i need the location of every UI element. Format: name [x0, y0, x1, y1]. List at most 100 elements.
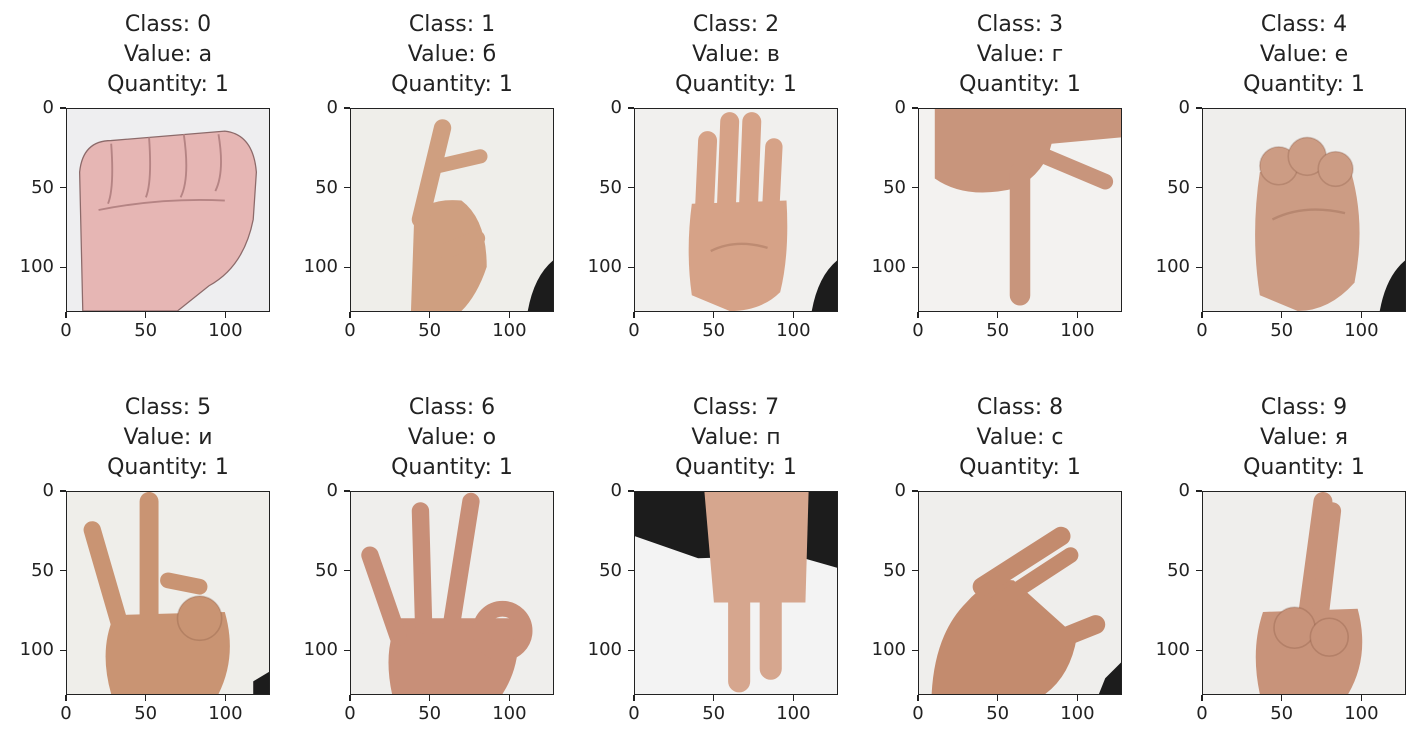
y-tick-mark — [628, 649, 634, 652]
subplot-title: Class: 2 Value: в Quantity: 1 — [634, 10, 838, 100]
quantity-label: Quantity: 1 — [1243, 455, 1365, 480]
x-tick-label: 100 — [1060, 703, 1095, 724]
x-tick-label: 50 — [418, 320, 442, 341]
y-tick-label: 50 — [883, 176, 906, 198]
class-label: Class: 8 — [976, 395, 1064, 420]
y-tick-mark — [628, 186, 634, 189]
x-tick-mark — [508, 695, 511, 701]
hand-gesture-image — [1202, 108, 1406, 312]
value-label: Value: е — [1259, 42, 1349, 67]
subplot-title: Class: 5 Value: и Quantity: 1 — [66, 393, 270, 483]
quantity-label: Quantity: 1 — [959, 72, 1081, 97]
hand-gesture-image — [918, 491, 1122, 695]
y-tick-label: 50 — [315, 176, 338, 198]
x-tick-label: 50 — [702, 320, 726, 341]
y-tick-label: 0 — [1178, 97, 1190, 118]
value-label: Value: я — [1259, 425, 1349, 450]
y-tick-label: 50 — [315, 559, 338, 581]
y-tick-label: 0 — [326, 97, 338, 118]
y-tick-mark — [60, 490, 66, 492]
x-tick-mark — [792, 695, 795, 701]
x-tick-mark — [996, 312, 999, 318]
value-label: Value: с — [976, 425, 1064, 450]
subplot-class-7: Class: 7 Value: п Quantity: 1 0 50 100 0 50 100 — [568, 383, 852, 756]
x-tick-mark — [1360, 695, 1363, 701]
x-tick-label: 0 — [912, 320, 924, 341]
x-tick-mark — [1076, 695, 1079, 701]
x-tick-mark — [1076, 312, 1079, 318]
y-tick-mark — [1196, 186, 1202, 189]
subplot-title: Class: 4 Value: е Quantity: 1 — [1202, 10, 1406, 100]
y-tick-mark — [912, 490, 918, 492]
y-tick-label: 100 — [1155, 256, 1190, 278]
y-tick-label: 0 — [610, 480, 622, 501]
class-label: Class: 7 — [692, 395, 780, 420]
y-tick-label: 100 — [303, 256, 338, 278]
subplot-class-3: Class: 3 Value: г Quantity: 1 0 50 100 0 50 100 — [852, 0, 1136, 373]
y-tick-mark — [912, 186, 918, 189]
subplot-class-6: Class: 6 Value: о Quantity: 1 0 50 100 0 50 100 — [284, 383, 568, 756]
x-tick-mark — [428, 695, 431, 701]
y-tick-label: 100 — [587, 639, 622, 661]
y-tick-mark — [60, 266, 66, 269]
y-tick-mark — [344, 490, 350, 492]
class-label: Class: 9 — [1260, 395, 1348, 420]
x-tick-label: 100 — [1344, 703, 1379, 724]
subplot-title: Class: 3 Value: г Quantity: 1 — [918, 10, 1122, 100]
y-tick-mark — [1196, 569, 1202, 572]
y-tick-label: 50 — [599, 559, 622, 581]
x-tick-label: 50 — [986, 320, 1010, 341]
quantity-label: Quantity: 1 — [107, 455, 229, 480]
x-tick-mark — [1201, 695, 1203, 701]
value-label: Value: о — [407, 425, 497, 450]
subplot-title: Class: 9 Value: я Quantity: 1 — [1202, 393, 1406, 483]
subplot-title: Class: 7 Value: п Quantity: 1 — [634, 393, 838, 483]
y-tick-label: 50 — [883, 559, 906, 581]
value-label: Value: г — [976, 42, 1064, 67]
y-tick-mark — [344, 569, 350, 572]
subplot-class-2: Class: 2 Value: в Quantity: 1 0 50 100 0 50 100 — [568, 0, 852, 373]
x-tick-label: 50 — [986, 703, 1010, 724]
subplot-title: Class: 8 Value: с Quantity: 1 — [918, 393, 1122, 483]
x-tick-label: 50 — [134, 703, 158, 724]
x-tick-mark — [917, 695, 919, 701]
x-tick-mark — [1280, 312, 1283, 318]
y-tick-mark — [1196, 649, 1202, 652]
y-tick-mark — [60, 186, 66, 189]
value-label: Value: а — [123, 42, 213, 67]
value-label: Value: в — [692, 42, 780, 67]
value-label: Value: б — [407, 42, 497, 67]
subplot-class-0: Class: 0 Value: а Quantity: 1 0 50 100 0 50 100 — [0, 0, 284, 373]
y-tick-mark — [60, 649, 66, 652]
class-label: Class: 4 — [1260, 12, 1348, 37]
x-tick-label: 0 — [628, 703, 640, 724]
quantity-label: Quantity: 1 — [675, 72, 797, 97]
y-tick-mark — [1196, 490, 1202, 492]
x-tick-label: 100 — [492, 703, 527, 724]
hand-gesture-image — [350, 491, 554, 695]
y-tick-mark — [628, 569, 634, 572]
x-tick-label: 100 — [1060, 320, 1095, 341]
class-label: Class: 5 — [124, 395, 212, 420]
x-tick-label: 0 — [344, 703, 356, 724]
y-tick-label: 0 — [894, 97, 906, 118]
subplot-class-5: Class: 5 Value: и Quantity: 1 0 50 100 0 50 100 — [0, 383, 284, 756]
x-tick-label: 0 — [912, 703, 924, 724]
y-tick-mark — [628, 107, 634, 109]
value-label: Value: п — [691, 425, 781, 450]
x-tick-mark — [633, 312, 635, 318]
x-tick-label: 0 — [60, 320, 72, 341]
hand-gesture-image — [350, 108, 554, 312]
y-tick-label: 100 — [871, 639, 906, 661]
x-tick-label: 100 — [208, 703, 243, 724]
x-tick-mark — [1201, 312, 1203, 318]
value-label: Value: и — [123, 425, 213, 450]
quantity-label: Quantity: 1 — [391, 72, 513, 97]
class-label: Class: 2 — [692, 12, 780, 37]
y-tick-label: 50 — [1167, 559, 1190, 581]
y-tick-label: 0 — [1178, 480, 1190, 501]
y-tick-mark — [344, 186, 350, 189]
x-tick-mark — [996, 695, 999, 701]
x-tick-mark — [349, 312, 351, 318]
x-tick-label: 100 — [1344, 320, 1379, 341]
